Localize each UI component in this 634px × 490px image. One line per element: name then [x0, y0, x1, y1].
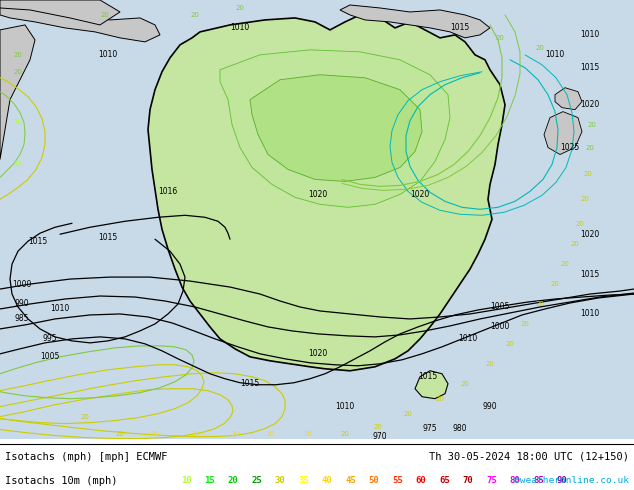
Text: 50: 50 [368, 476, 379, 485]
Text: 1010: 1010 [580, 310, 600, 318]
Text: 1005: 1005 [490, 302, 510, 312]
Text: 90: 90 [557, 476, 567, 485]
Text: 85: 85 [533, 476, 544, 485]
Text: 20: 20 [13, 69, 22, 75]
Text: 20: 20 [115, 431, 124, 437]
Text: 20: 20 [340, 431, 349, 437]
Polygon shape [555, 88, 582, 110]
Text: 980: 980 [453, 424, 467, 433]
Text: 1020: 1020 [410, 190, 430, 199]
Text: 20: 20 [486, 361, 495, 367]
Text: 30: 30 [231, 431, 240, 437]
Text: 20: 20 [436, 396, 444, 402]
Text: 1000: 1000 [490, 322, 510, 331]
Text: 20: 20 [586, 145, 595, 150]
Text: 20: 20 [581, 196, 590, 202]
Text: 20: 20 [81, 414, 89, 419]
Text: 990: 990 [482, 402, 497, 411]
Text: 20: 20 [496, 35, 505, 41]
Text: 15: 15 [204, 476, 215, 485]
Polygon shape [544, 112, 582, 154]
Text: 970: 970 [373, 432, 387, 441]
Text: 995: 995 [42, 334, 57, 343]
Text: 20: 20 [521, 321, 529, 327]
Text: 20: 20 [536, 301, 545, 307]
Text: 35: 35 [298, 476, 309, 485]
Text: 1010: 1010 [98, 50, 118, 59]
Text: 1010: 1010 [335, 402, 354, 411]
Polygon shape [0, 25, 35, 159]
Text: 30: 30 [190, 431, 200, 437]
Text: 20: 20 [576, 221, 585, 227]
Polygon shape [415, 371, 448, 399]
Text: 60: 60 [416, 476, 427, 485]
Text: 20: 20 [560, 261, 569, 267]
Polygon shape [220, 50, 450, 207]
Text: 20: 20 [101, 12, 110, 18]
Text: 20: 20 [536, 45, 545, 51]
Text: 1015: 1015 [580, 270, 600, 279]
Text: 30: 30 [150, 431, 160, 437]
Text: Isotachs (mph) [mph] ECMWF: Isotachs (mph) [mph] ECMWF [5, 452, 167, 462]
Text: 30: 30 [275, 476, 285, 485]
Text: 1020: 1020 [580, 230, 600, 239]
Text: 1010: 1010 [230, 24, 250, 32]
Text: 20: 20 [460, 381, 469, 387]
Text: 70: 70 [463, 476, 474, 485]
Text: 990: 990 [15, 299, 29, 309]
Text: 20: 20 [373, 423, 382, 430]
Text: 10: 10 [181, 476, 191, 485]
Text: 20: 20 [236, 5, 245, 11]
Text: 20: 20 [588, 122, 597, 127]
Text: 1015: 1015 [580, 63, 600, 73]
Polygon shape [0, 0, 120, 25]
Text: 55: 55 [392, 476, 403, 485]
Text: 20: 20 [191, 12, 200, 18]
Text: 20: 20 [13, 52, 22, 58]
Text: 25: 25 [251, 476, 262, 485]
Polygon shape [250, 75, 422, 181]
Text: 985: 985 [15, 315, 29, 323]
Text: 1020: 1020 [580, 100, 600, 109]
Text: 1010: 1010 [545, 50, 565, 59]
Text: 1020: 1020 [308, 190, 328, 199]
Text: 65: 65 [439, 476, 450, 485]
Text: 75: 75 [486, 476, 497, 485]
Text: 1015: 1015 [98, 233, 118, 242]
Text: 20: 20 [571, 241, 579, 247]
Text: 40: 40 [321, 476, 332, 485]
Text: 1016: 1016 [158, 187, 178, 196]
Text: Th 30-05-2024 18:00 UTC (12+150): Th 30-05-2024 18:00 UTC (12+150) [429, 452, 629, 462]
Text: 80: 80 [510, 476, 521, 485]
Text: 20: 20 [550, 281, 559, 287]
Text: 1010: 1010 [580, 30, 600, 39]
Text: 975: 975 [423, 424, 437, 433]
Polygon shape [148, 15, 505, 371]
Text: 20: 20 [505, 341, 514, 347]
Text: 10: 10 [13, 162, 22, 168]
Text: 1010: 1010 [50, 304, 70, 314]
Text: 20: 20 [583, 172, 592, 177]
Text: 1010: 1010 [458, 334, 477, 343]
Text: 1020: 1020 [308, 349, 328, 358]
Text: 1005: 1005 [41, 352, 60, 361]
Text: 1000: 1000 [12, 280, 32, 289]
Text: 10: 10 [13, 119, 22, 124]
Text: ©weatheronline.co.uk: ©weatheronline.co.uk [514, 476, 629, 485]
Text: 1015: 1015 [450, 24, 470, 32]
Text: 20: 20 [404, 411, 413, 416]
Text: 1015: 1015 [418, 372, 437, 381]
Text: 20: 20 [228, 476, 238, 485]
Polygon shape [0, 5, 160, 42]
Text: 1025: 1025 [560, 143, 579, 152]
Text: 30: 30 [304, 431, 313, 437]
Text: Isotachs 10m (mph): Isotachs 10m (mph) [5, 476, 117, 486]
Text: 45: 45 [345, 476, 356, 485]
Text: 30: 30 [266, 431, 275, 437]
Text: 1015: 1015 [240, 379, 260, 388]
Text: 1015: 1015 [29, 237, 48, 245]
Polygon shape [340, 5, 490, 38]
